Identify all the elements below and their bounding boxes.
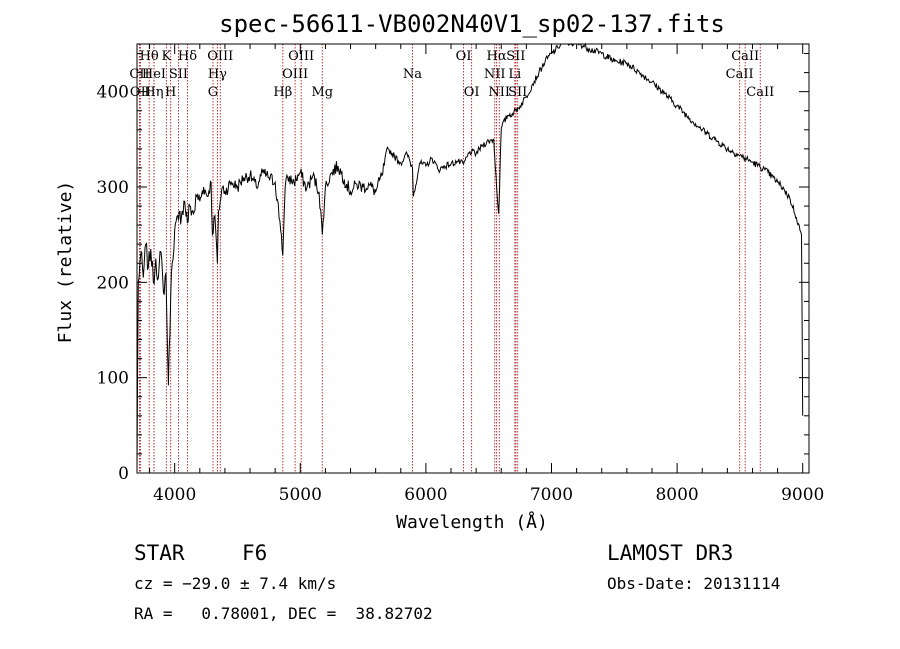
y-axis-label: Flux (relative) xyxy=(55,181,76,344)
line-marker-label: CaII xyxy=(726,67,754,82)
line-marker-label: Hδ xyxy=(178,49,197,64)
y-tick-label: 400 xyxy=(97,83,129,103)
line-marker-label: OI xyxy=(464,85,480,100)
line-marker-label: CII xyxy=(129,67,149,82)
line-marker-label: Hβ xyxy=(273,85,292,100)
x-tick-label: 5000 xyxy=(279,485,322,505)
survey-name: LAMOST DR3 xyxy=(607,541,734,565)
x-axis-label: Wavelength (Å) xyxy=(396,511,548,533)
ra-dec-coords: RA = 0.78001, DEC = 38.82702 xyxy=(134,604,433,623)
line-marker-label: CaII xyxy=(731,49,759,64)
line-marker-label: Hθ xyxy=(140,49,159,64)
line-marker-label: Na xyxy=(403,67,422,82)
line-marker-label: OIII xyxy=(288,49,314,64)
chart-title: spec-56611-VB002N40V1_sp02-137.fits xyxy=(219,10,725,38)
line-marker-label: Li xyxy=(508,67,521,82)
line-marker-label: OI xyxy=(456,49,472,64)
line-marker-label: Hα xyxy=(487,49,507,64)
line-marker-label: SII xyxy=(508,85,527,100)
x-axis: 4000 5000 6000 7000 8000 9000 xyxy=(149,44,824,505)
line-marker-label: OII xyxy=(130,85,151,100)
line-marker-label: Mg xyxy=(311,85,333,100)
y-tick-label: 300 xyxy=(97,178,129,198)
y-tick-label: 0 xyxy=(118,464,129,484)
spectrum-line xyxy=(136,42,804,469)
y-tick-label: 100 xyxy=(97,369,129,389)
line-marker-label: OIII xyxy=(282,67,308,82)
line-marker-label: SII xyxy=(169,67,188,82)
line-marker-label: HeI xyxy=(142,67,166,82)
obs-date: Obs-Date: 20131114 xyxy=(607,574,781,593)
object-class: STAR xyxy=(134,541,185,565)
line-marker-label: CaII xyxy=(746,85,774,100)
object-subclass: F6 xyxy=(242,541,268,565)
line-marker-label: K xyxy=(162,49,172,64)
line-marker-label: SII xyxy=(506,49,525,64)
line-markers xyxy=(139,44,761,473)
line-marker-label: Hη xyxy=(144,85,163,100)
line-marker-label: NII xyxy=(484,67,506,82)
line-marker-label: NII xyxy=(488,85,510,100)
x-tick-label: 9000 xyxy=(781,485,824,505)
x-tick-label: 7000 xyxy=(530,485,573,505)
x-tick-label: 8000 xyxy=(655,485,698,505)
y-axis: 0 100 200 300 400 xyxy=(97,53,809,484)
plot-frame xyxy=(136,43,810,474)
y-tick-label: 200 xyxy=(97,273,129,293)
redshift-cz: cz = −29.0 ± 7.4 km/s xyxy=(134,574,337,593)
line-marker-label: G xyxy=(208,85,218,100)
x-tick-label: 6000 xyxy=(404,485,447,505)
line-marker-label: Hγ xyxy=(208,67,227,82)
line-marker-label: H xyxy=(165,85,176,100)
line-marker-label: OIII xyxy=(207,49,233,64)
x-tick-label: 4000 xyxy=(153,485,196,505)
